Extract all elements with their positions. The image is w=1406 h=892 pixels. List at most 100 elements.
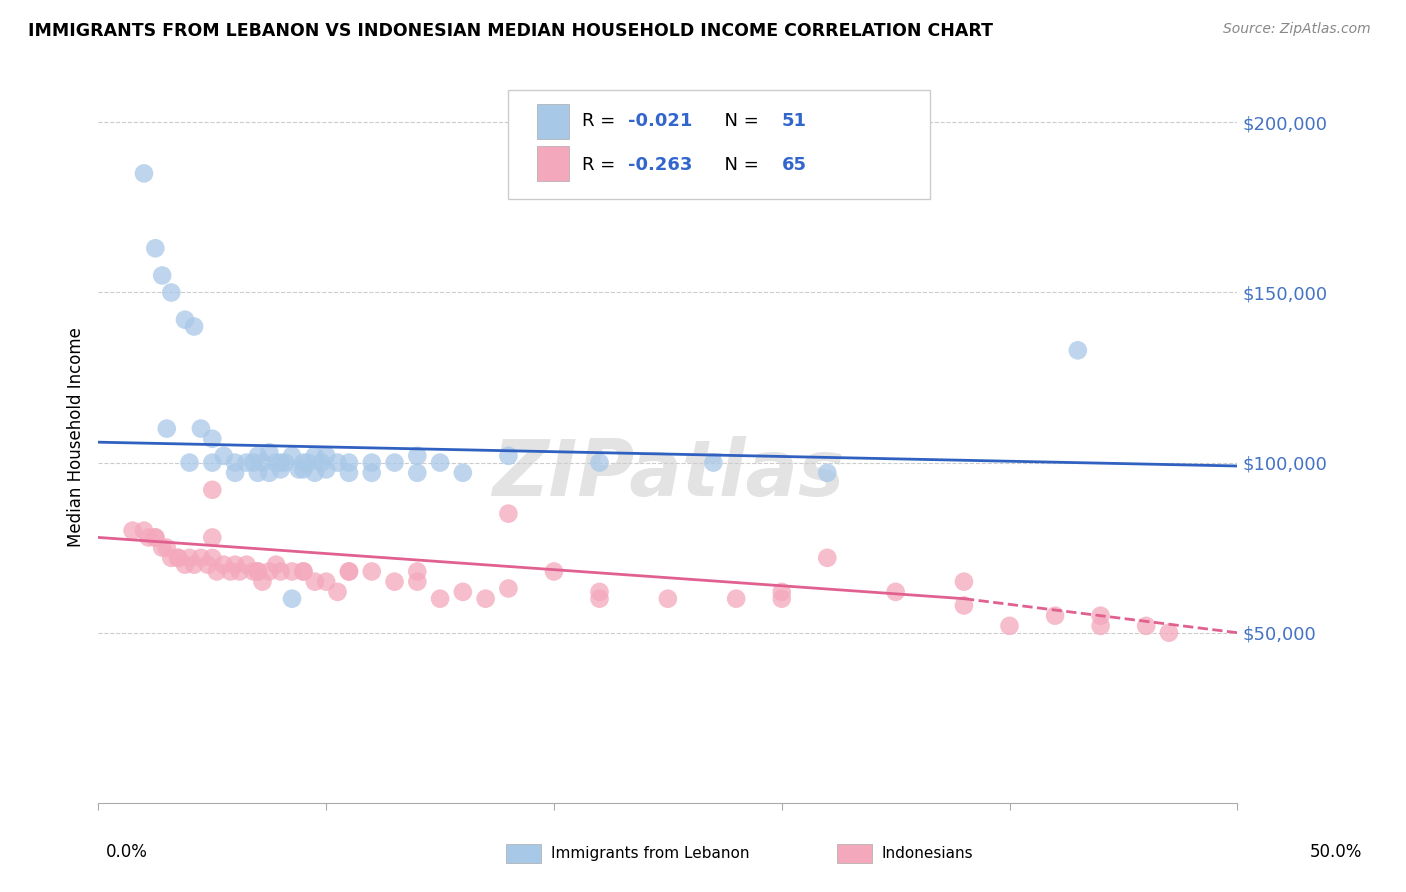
Point [252,456,274,470]
Point [326,585,349,599]
Point [270,462,292,476]
Point [160,285,183,300]
Text: -0.263: -0.263 [628,156,692,174]
Point [205,565,228,579]
Point [292,456,315,470]
Point [190,421,212,435]
FancyBboxPatch shape [537,146,569,181]
Point [337,466,360,480]
Text: 51: 51 [782,112,807,130]
Text: ZIPatlas: ZIPatlas [492,435,844,512]
Point [429,591,451,606]
Point [1090,619,1112,633]
Point [224,456,246,470]
Point [183,558,205,572]
Point [311,456,333,470]
Point [201,483,224,497]
Point [1067,343,1090,358]
Text: IMMIGRANTS FROM LEBANON VS INDONESIAN MEDIAN HOUSEHOLD INCOME CORRELATION CHART: IMMIGRANTS FROM LEBANON VS INDONESIAN ME… [28,22,993,40]
Point [201,531,224,545]
Text: -0.021: -0.021 [628,112,692,130]
Point [274,456,297,470]
Point [270,456,292,470]
Point [406,574,429,589]
Point [1135,619,1157,633]
Point [337,456,360,470]
Point [264,456,287,470]
Text: N =: N = [713,112,765,130]
Point [242,456,264,470]
Point [121,524,143,538]
Point [259,466,281,480]
Point [429,456,451,470]
Point [259,565,281,579]
Point [657,591,679,606]
Text: Immigrants from Lebanon: Immigrants from Lebanon [551,847,749,861]
Point [150,541,173,555]
Point [588,591,610,606]
Point [451,585,474,599]
Point [235,456,257,470]
Point [281,591,304,606]
Point [212,558,235,572]
Point [179,456,201,470]
Point [224,466,246,480]
Point [451,466,474,480]
Point [224,558,246,572]
Point [474,591,496,606]
Y-axis label: Median Household Income: Median Household Income [66,327,84,547]
Point [246,565,269,579]
Point [360,565,382,579]
Point [174,312,197,326]
Point [259,445,281,459]
Point [953,574,976,589]
Point [252,574,274,589]
Point [201,432,224,446]
Point [150,268,173,283]
Point [132,524,155,538]
Point [212,449,235,463]
Text: 65: 65 [782,156,807,174]
Point [145,531,167,545]
Point [337,565,360,579]
Text: Indonesians: Indonesians [882,847,973,861]
Point [884,585,907,599]
Point [498,582,520,596]
Point [315,462,337,476]
Point [156,541,179,555]
Point [1157,625,1180,640]
Point [406,449,429,463]
Point [281,449,304,463]
Point [292,565,315,579]
Point [183,319,205,334]
Point [201,456,224,470]
Point [725,591,748,606]
Point [246,466,269,480]
Point [292,462,315,476]
Point [201,550,224,565]
Point [138,531,160,545]
Point [498,507,520,521]
Point [167,550,190,565]
Point [406,565,429,579]
Text: 50.0%: 50.0% [1309,843,1362,861]
Point [770,585,793,599]
Point [297,456,319,470]
Point [179,550,201,565]
Point [167,550,190,565]
Point [219,565,242,579]
Text: N =: N = [713,156,765,174]
Point [304,574,326,589]
Point [304,449,326,463]
Point [145,531,167,545]
Point [246,449,269,463]
Point [770,591,793,606]
Point [160,550,183,565]
Point [953,599,976,613]
Text: 0.0%: 0.0% [105,843,148,861]
Point [998,619,1021,633]
Point [132,166,155,180]
Point [815,466,838,480]
Point [360,466,382,480]
Point [264,558,287,572]
